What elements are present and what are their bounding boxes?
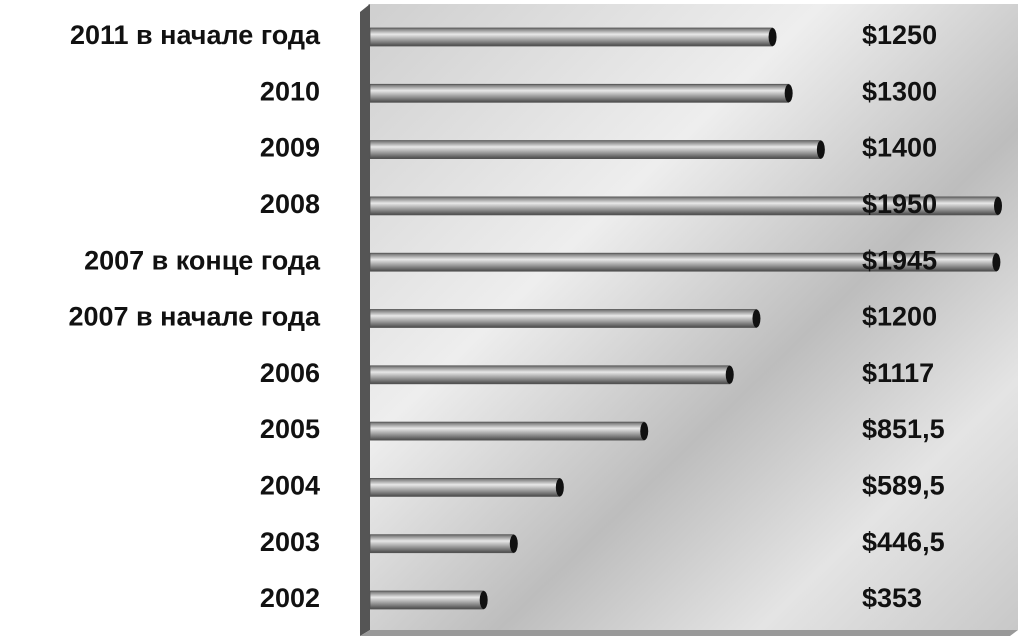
- bar-cap: [480, 591, 488, 609]
- category-label: 2003: [260, 527, 320, 557]
- axis-wall: [360, 4, 370, 636]
- axis-floor: [360, 630, 1018, 636]
- bar: [370, 310, 756, 328]
- value-label: $1300: [862, 76, 937, 106]
- value-label: $353: [862, 583, 922, 613]
- value-label: $1117: [862, 358, 934, 388]
- bar-cap: [510, 535, 518, 553]
- value-label: $1950: [862, 189, 937, 219]
- value-label: $1400: [862, 133, 937, 163]
- bar-cap: [817, 141, 825, 159]
- value-label: $1945: [862, 245, 937, 275]
- category-label: 2004: [260, 471, 320, 501]
- bar: [370, 141, 821, 159]
- category-label: 2007 в начале года: [68, 302, 320, 332]
- page: {"chart_data": {"type": "bar", "orientat…: [0, 0, 1024, 636]
- value-label: $446,5: [862, 527, 945, 557]
- category-label: 2007 в конце года: [84, 245, 321, 275]
- bar: [370, 422, 644, 440]
- bar-cap: [785, 84, 793, 102]
- bar: [370, 478, 560, 496]
- value-label: $851,5: [862, 414, 945, 444]
- value-label: $1250: [862, 20, 937, 50]
- bar: [370, 591, 484, 609]
- value-label: $1200: [862, 302, 937, 332]
- bar-cap: [992, 253, 1000, 271]
- bar-cap: [640, 422, 648, 440]
- bar: [370, 535, 514, 553]
- bar-cap: [769, 28, 777, 46]
- bar: [370, 366, 730, 384]
- category-label: 2008: [260, 189, 320, 219]
- bar-cap: [726, 366, 734, 384]
- category-label: 2005: [260, 414, 320, 444]
- category-label: 2009: [260, 133, 320, 163]
- chart: 2011 в начале года $1250 2010 $1300 2009 $140…: [0, 0, 1024, 636]
- category-label: 2002: [260, 583, 320, 613]
- category-label: 2006: [260, 358, 320, 388]
- bar-cap: [556, 478, 564, 496]
- category-label: 2010: [260, 76, 320, 106]
- bar-cap: [752, 310, 760, 328]
- category-label: 2011 в начале года: [70, 20, 321, 50]
- bar: [370, 84, 789, 102]
- bar-cap: [994, 197, 1002, 215]
- bar: [370, 28, 773, 46]
- value-label: $589,5: [862, 471, 945, 501]
